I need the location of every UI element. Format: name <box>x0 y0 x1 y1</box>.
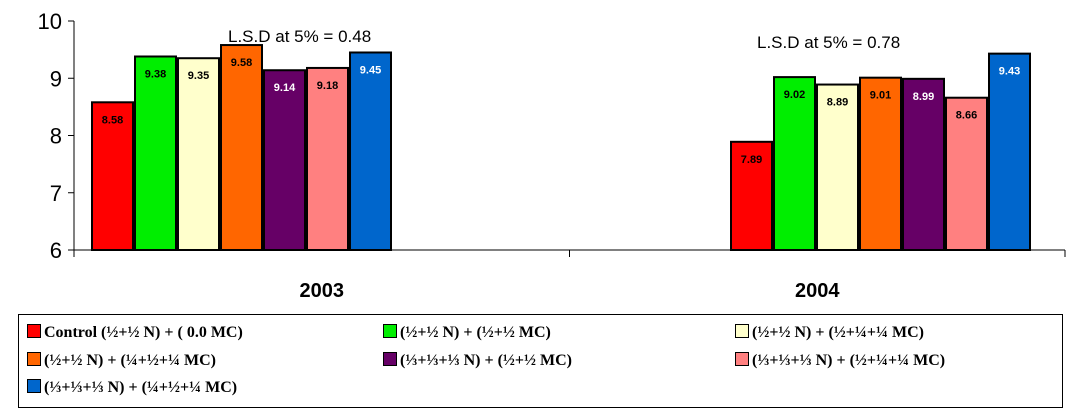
data-label: 9.43 <box>999 66 1020 78</box>
bar <box>730 140 773 251</box>
bar <box>91 101 134 251</box>
legend-swatch-2 <box>383 324 397 338</box>
legend-swatch-4 <box>27 352 41 366</box>
data-label: 8.66 <box>956 110 977 122</box>
legend-item-4: (½+½ N) + (¼+½+¼ MC) <box>27 351 216 371</box>
data-label: 8.99 <box>913 91 934 103</box>
bar <box>349 51 392 251</box>
bar-chart: 6 7 8 9 10 2003 2004 8.58 9.38 9.35 9.58 9.14 9.18 9… <box>38 9 1066 302</box>
y-tick-label: 7 <box>50 181 62 206</box>
legend-label-2: (½+½ N) + (½+½ MC) <box>400 324 551 341</box>
x-tick-label: 2003 <box>300 280 345 302</box>
x-tick-label: 2004 <box>795 280 840 302</box>
bar <box>134 55 177 252</box>
bar <box>220 44 263 251</box>
data-label: 9.18 <box>317 80 338 92</box>
y-tick-label: 8 <box>50 124 62 149</box>
legend-label-6: (⅓+⅓+⅓ N) + (½+¼+¼ MC) <box>752 352 946 369</box>
data-label: 9.58 <box>231 57 252 69</box>
data-label: 9.02 <box>784 89 805 101</box>
legend-item-1: Control (½+½ N) + ( 0.0 MC) <box>27 323 243 343</box>
bar <box>306 66 349 251</box>
bar <box>988 52 1031 251</box>
bar <box>263 69 306 251</box>
legend-label-3: (½+½ N) + (½+¼+¼ MC) <box>752 324 924 341</box>
legend-label-5: (⅓+⅓+⅓ N) + (½+½ MC) <box>400 352 572 369</box>
legend-item-2: (½+½ N) + (½+½ MC) <box>383 323 551 343</box>
legend-swatch-3 <box>735 324 749 338</box>
legend-item-3: (½+½ N) + (½+¼+¼ MC) <box>735 323 924 343</box>
legend-item-7: (⅓+⅓+⅓ N) + (¼+½+¼ MC) <box>27 378 237 398</box>
y-tick-label: 6 <box>50 238 62 263</box>
legend-swatch-1 <box>27 324 41 338</box>
legend-swatch-5 <box>383 352 397 366</box>
legend: Control (½+½ N) + ( 0.0 MC) (½+½ N) + (½… <box>18 314 1063 408</box>
bars <box>91 44 1031 252</box>
y-tick-label: 9 <box>50 66 62 91</box>
data-labels: 8.58 9.38 9.35 9.58 9.14 9.18 9.45 7.89 9.02 8.89… <box>102 57 1020 166</box>
data-label: 9.45 <box>360 64 381 76</box>
y-tick-label: 10 <box>38 9 62 34</box>
bar <box>177 57 220 252</box>
data-label: 8.58 <box>102 114 123 126</box>
lsd-annotation-2004: L.S.D at 5% = 0.78 <box>757 33 900 52</box>
legend-swatch-6 <box>735 352 749 366</box>
bar <box>945 96 988 251</box>
data-label: 8.89 <box>827 97 848 109</box>
legend-item-5: (⅓+⅓+⅓ N) + (½+½ MC) <box>383 351 572 371</box>
data-label: 7.89 <box>741 154 762 166</box>
legend-label-1: Control (½+½ N) + ( 0.0 MC) <box>44 324 243 341</box>
data-label: 9.35 <box>188 70 209 82</box>
data-label: 9.14 <box>274 82 296 94</box>
bar <box>859 76 902 251</box>
legend-label-4: (½+½ N) + (¼+½+¼ MC) <box>44 352 216 369</box>
data-label: 9.01 <box>870 90 891 102</box>
legend-swatch-7 <box>27 379 41 393</box>
data-label: 9.38 <box>145 68 166 80</box>
bar <box>773 76 816 252</box>
bar <box>816 83 859 251</box>
legend-item-6: (⅓+⅓+⅓ N) + (½+¼+¼ MC) <box>735 351 945 371</box>
lsd-annotation-2003: L.S.D at 5% = 0.48 <box>228 27 371 46</box>
legend-label-7: (⅓+⅓+⅓ N) + (¼+½+¼ MC) <box>44 379 238 396</box>
bar <box>902 77 945 252</box>
